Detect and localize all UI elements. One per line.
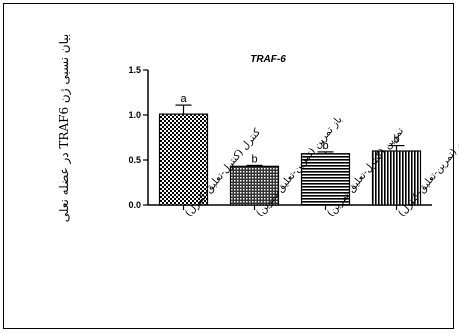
y-tick-label: 1.5 <box>128 65 141 75</box>
y-tick-label: 0.5 <box>128 155 141 165</box>
y-axis-label: بیان نسبی ژن TRAF6 در عضله نعلی <box>57 34 71 223</box>
y-tick-label: 1.0 <box>128 110 141 120</box>
significance-label-1: a <box>180 93 187 105</box>
bars: a b b b <box>158 93 422 206</box>
significance-label-3: b <box>322 140 328 152</box>
significance-label-2: b <box>251 153 257 165</box>
y-tick-label: 0.0 <box>128 200 141 210</box>
significance-label-4: b <box>393 134 399 146</box>
chart-title: TRAF-6 <box>250 54 286 65</box>
bar-3 <box>300 153 351 206</box>
chart-frame <box>3 3 454 329</box>
